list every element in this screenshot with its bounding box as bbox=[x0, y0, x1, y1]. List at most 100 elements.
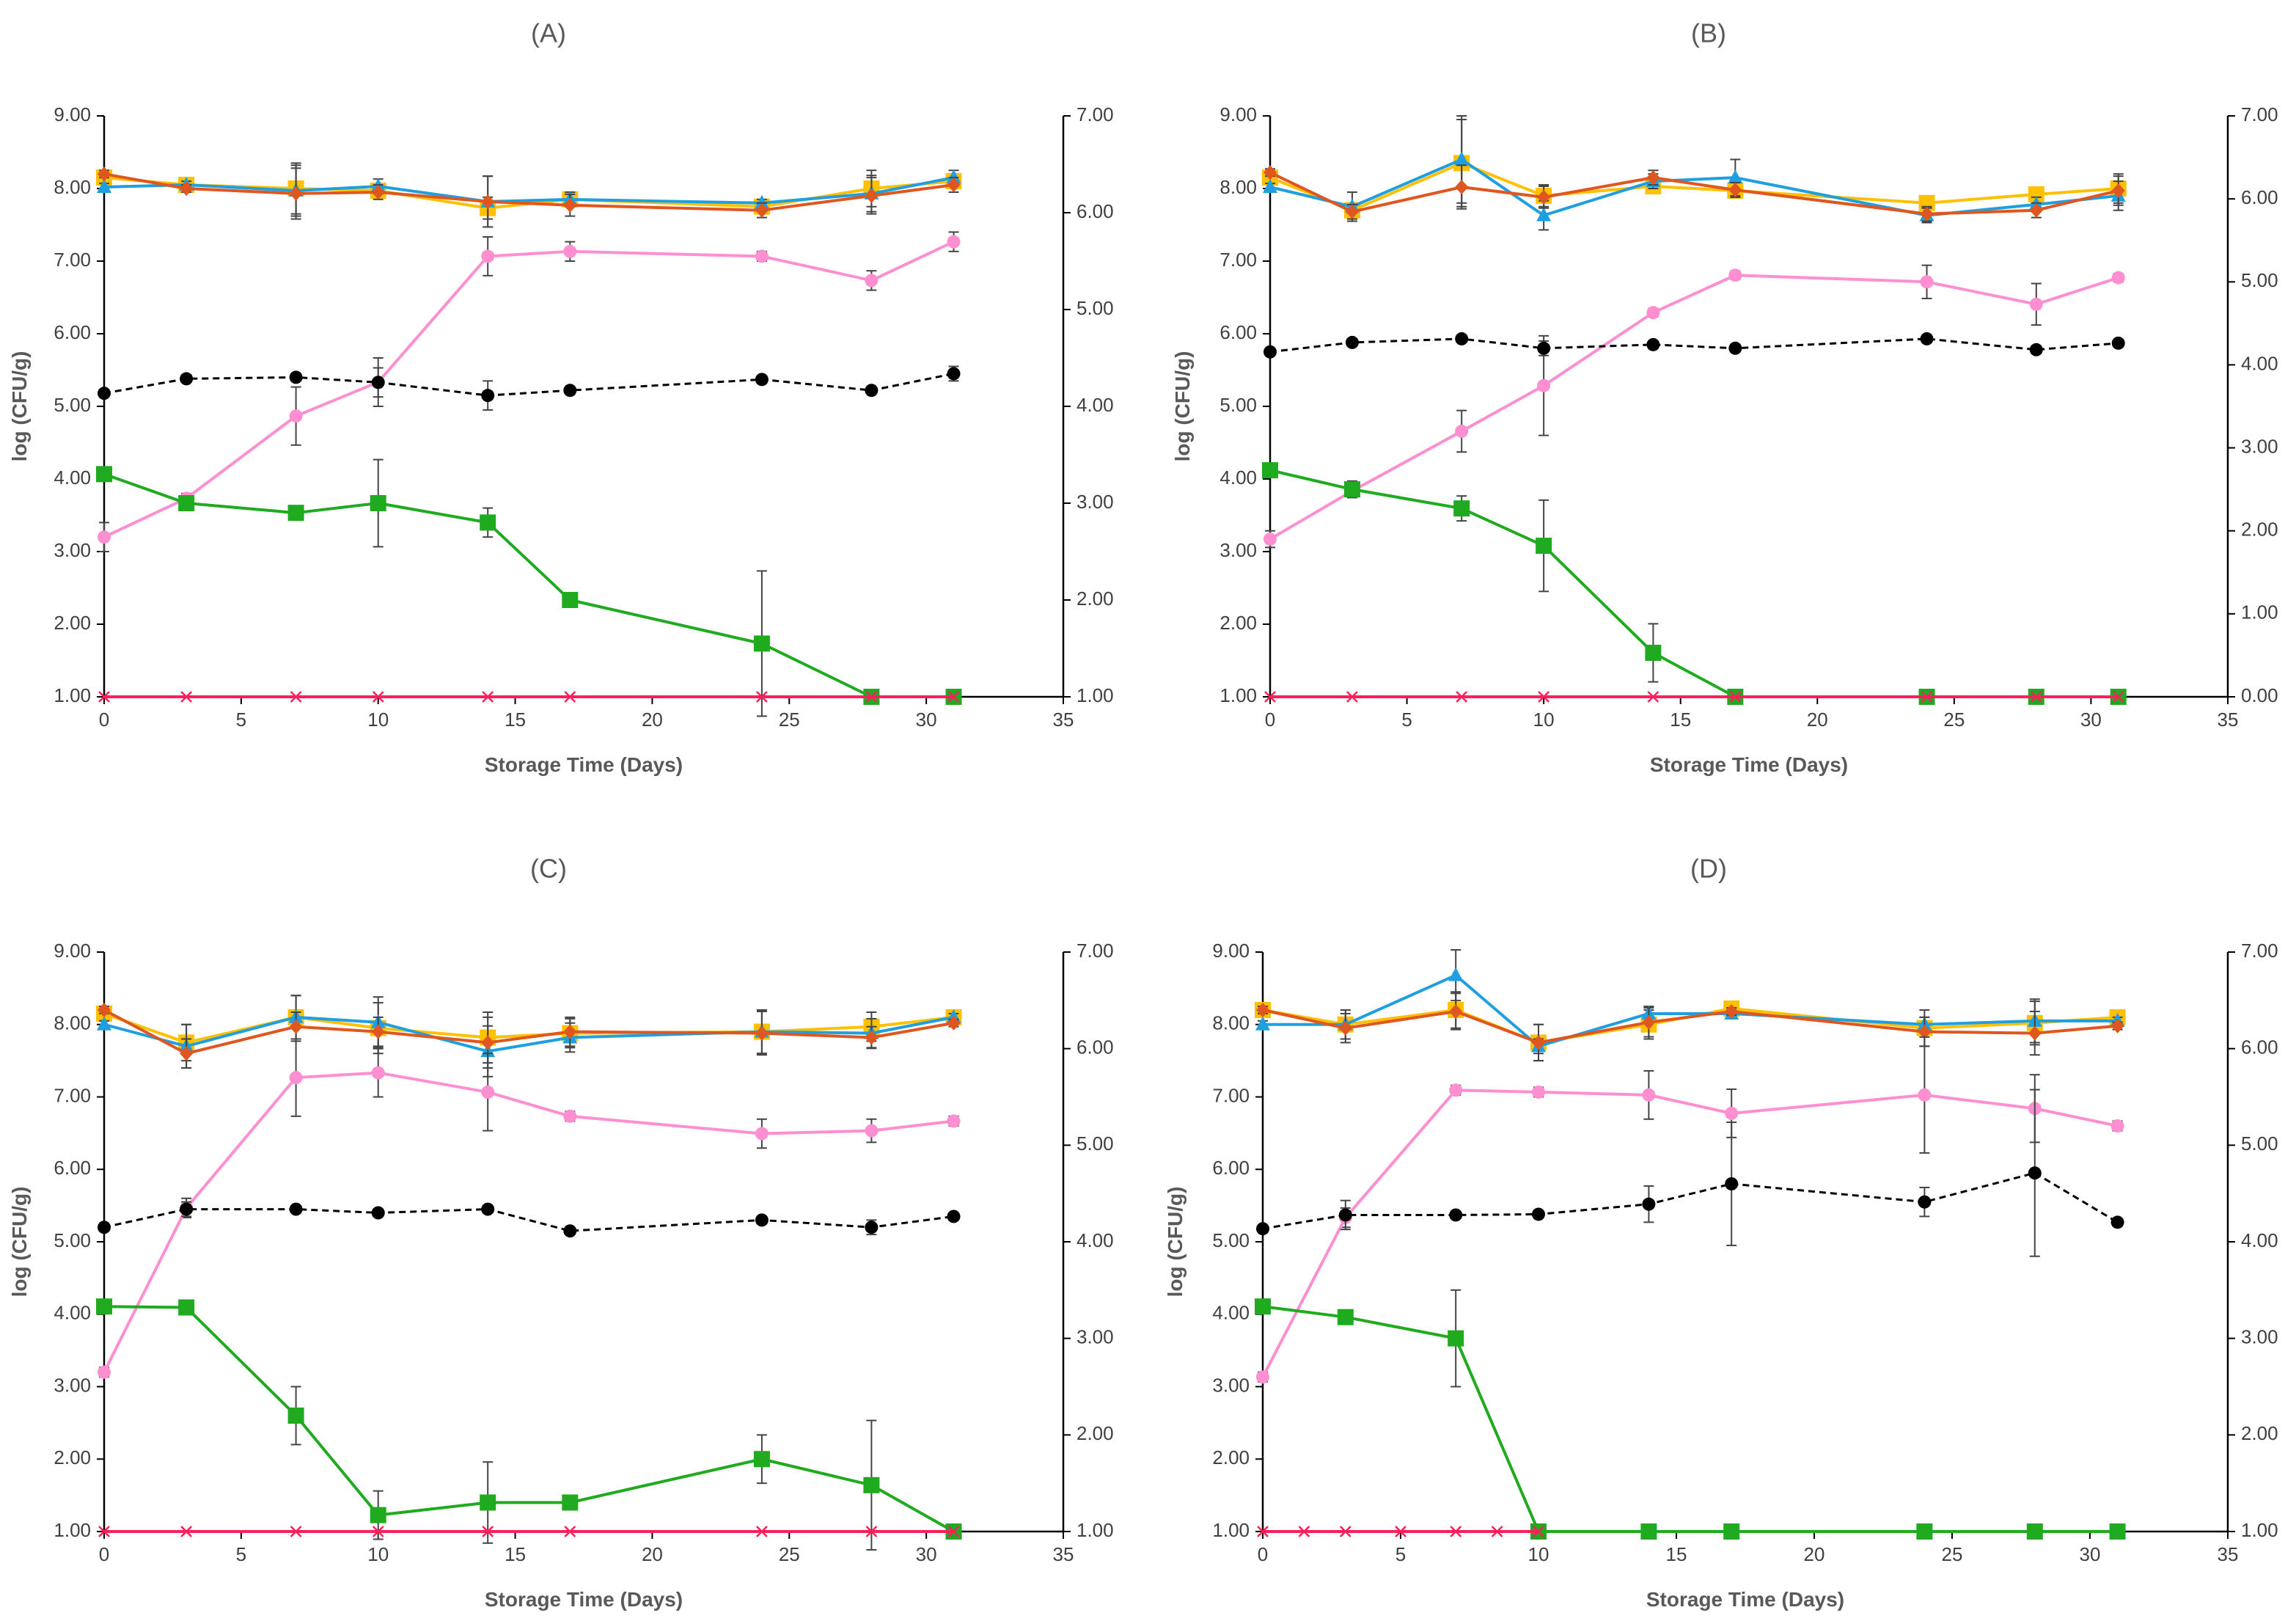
data-point-circle bbox=[1642, 1197, 1656, 1211]
x-tick-label: 10 bbox=[1528, 1543, 1549, 1565]
data-point-square bbox=[562, 1494, 579, 1511]
data-point-circle bbox=[1918, 1088, 1932, 1102]
data-point-square bbox=[2109, 1523, 2126, 1540]
data-point-x bbox=[290, 691, 302, 703]
data-point-x bbox=[1921, 691, 1933, 703]
y2-tick-label: 3.00 bbox=[2241, 435, 2278, 457]
y-tick-label: 6.00 bbox=[54, 321, 91, 343]
data-point-square bbox=[1448, 1330, 1464, 1347]
y2-tick-label: 2.00 bbox=[1077, 588, 1114, 610]
data-point-circle bbox=[180, 1202, 194, 1216]
data-point-square bbox=[562, 592, 579, 608]
data-point-circle bbox=[865, 274, 879, 288]
series-2 bbox=[1256, 992, 2124, 1062]
y2-tick-label: 1.00 bbox=[2241, 1519, 2278, 1541]
x-tick-label: 30 bbox=[916, 709, 937, 731]
data-point-x bbox=[1538, 691, 1550, 703]
data-point-circle bbox=[1537, 341, 1551, 355]
data-point-x bbox=[290, 1526, 302, 1537]
data-point-diamond bbox=[947, 1015, 961, 1031]
x-tick-label: 20 bbox=[642, 1543, 663, 1565]
series-6 bbox=[1257, 1526, 1544, 1537]
data-point-x bbox=[1346, 691, 1358, 703]
x-tick-label: 25 bbox=[1943, 709, 1965, 731]
data-point-circle bbox=[1537, 378, 1551, 392]
data-point-diamond bbox=[1537, 189, 1551, 205]
data-point-triangle bbox=[754, 194, 769, 209]
data-point-x bbox=[1456, 691, 1468, 703]
data-point-triangle bbox=[1454, 151, 1470, 166]
data-point-square bbox=[2028, 186, 2044, 202]
data-point-circle bbox=[2111, 271, 2125, 285]
data-point-square bbox=[370, 1507, 386, 1523]
data-point-circle bbox=[1263, 533, 1277, 546]
panel-title: (D) bbox=[1690, 854, 1727, 884]
data-point-circle bbox=[98, 530, 111, 544]
y2-tick-label: 7.00 bbox=[2241, 103, 2278, 125]
data-point-triangle bbox=[1536, 207, 1552, 222]
y-tick-label: 8.00 bbox=[1212, 1012, 1250, 1034]
y-tick-label: 7.00 bbox=[54, 1084, 91, 1106]
y-axis-label: log (CFU/g) bbox=[1171, 351, 1194, 462]
data-point-circle bbox=[1532, 1085, 1545, 1099]
data-point-diamond bbox=[1345, 204, 1359, 219]
series-4 bbox=[98, 1201, 961, 1238]
series-6 bbox=[98, 1526, 960, 1537]
series-line bbox=[103, 240, 955, 539]
data-point-x bbox=[372, 1526, 384, 1537]
data-point-circle bbox=[481, 1085, 495, 1099]
data-point-square bbox=[96, 466, 112, 483]
data-point-diamond bbox=[1725, 1003, 1739, 1019]
data-point-square bbox=[863, 1477, 880, 1493]
data-point-diamond bbox=[1455, 180, 1469, 195]
x-tick-label: 25 bbox=[1942, 1543, 1963, 1565]
x-tick-label: 0 bbox=[1258, 1543, 1268, 1565]
series-0 bbox=[96, 995, 962, 1064]
data-point-x bbox=[1491, 1526, 1503, 1537]
data-point-x bbox=[1647, 691, 1659, 703]
y-tick-label: 6.00 bbox=[1219, 321, 1257, 343]
data-point-diamond bbox=[1920, 206, 1934, 222]
y-tick-label: 4.00 bbox=[54, 1302, 91, 1324]
data-point-diamond bbox=[563, 197, 577, 213]
data-point-square bbox=[1337, 1309, 1354, 1325]
data-point-x bbox=[372, 691, 384, 703]
data-point-diamond bbox=[947, 178, 961, 193]
y2-tick-label: 5.00 bbox=[1077, 1132, 1114, 1155]
data-point-circle bbox=[1918, 1195, 1932, 1209]
data-point-circle bbox=[371, 1066, 385, 1080]
data-point-circle bbox=[2110, 1119, 2124, 1132]
data-point-circle bbox=[289, 409, 303, 423]
data-point-triangle bbox=[1255, 1016, 1270, 1031]
y-tick-label: 3.00 bbox=[54, 539, 91, 561]
series-1 bbox=[1255, 949, 2125, 1055]
data-point-circle bbox=[947, 235, 961, 249]
series-3 bbox=[98, 1038, 961, 1379]
y-tick-label: 3.00 bbox=[1212, 1374, 1250, 1396]
x-tick-label: 35 bbox=[1053, 1543, 1074, 1565]
data-point-x bbox=[1729, 691, 1742, 703]
series-line bbox=[103, 1208, 954, 1232]
panel-d: (D)0 5 10 15 20 25 30 351.002.003.004.005.006.0… bbox=[1164, 854, 2278, 1611]
y-tick-label: 2.00 bbox=[1219, 612, 1257, 634]
series-2 bbox=[1263, 164, 2125, 222]
series-5 bbox=[96, 458, 962, 717]
data-point-diamond bbox=[481, 1035, 495, 1050]
series-line bbox=[103, 172, 954, 212]
series-line bbox=[103, 472, 954, 698]
x-tick-label: 5 bbox=[236, 1543, 246, 1565]
data-point-diamond bbox=[755, 202, 769, 218]
y2-tick-label: 4.00 bbox=[2241, 352, 2278, 374]
data-point-x bbox=[756, 691, 768, 703]
x-tick-label: 10 bbox=[367, 1543, 389, 1565]
series-line bbox=[1262, 1305, 2118, 1533]
y2-tick-label: 6.00 bbox=[2241, 1036, 2278, 1058]
x-tick-label: 5 bbox=[236, 709, 246, 731]
y-tick-label: 5.00 bbox=[1212, 1229, 1250, 1251]
series-3 bbox=[1256, 1036, 2124, 1384]
y2-tick-label: 6.00 bbox=[2241, 186, 2278, 208]
data-point-x bbox=[482, 1526, 494, 1537]
data-point-diamond bbox=[1918, 1024, 1932, 1039]
x-tick-label: 15 bbox=[1666, 1543, 1687, 1565]
data-point-diamond bbox=[98, 167, 111, 182]
